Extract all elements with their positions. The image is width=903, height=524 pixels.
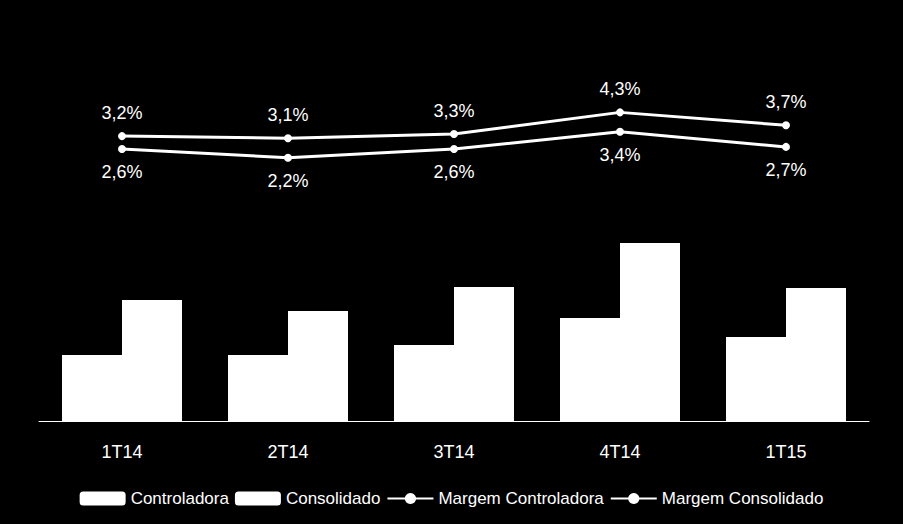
- svg-text:4,3%: 4,3%: [599, 79, 640, 99]
- svg-text:2T14: 2T14: [267, 442, 308, 462]
- svg-text:3,4%: 3,4%: [599, 145, 640, 165]
- svg-text:Margem Controladora: Margem Controladora: [438, 489, 604, 508]
- svg-text:3,2%: 3,2%: [101, 103, 142, 123]
- svg-text:Controladora: Controladora: [131, 489, 230, 508]
- svg-text:1T14: 1T14: [101, 442, 142, 462]
- svg-text:4T14: 4T14: [599, 442, 640, 462]
- svg-text:1T15: 1T15: [765, 442, 806, 462]
- svg-text:2,7%: 2,7%: [765, 160, 806, 180]
- svg-text:3,7%: 3,7%: [765, 92, 806, 112]
- svg-text:3T14: 3T14: [433, 442, 474, 462]
- svg-text:3,1%: 3,1%: [267, 105, 308, 125]
- svg-text:Consolidado: Consolidado: [286, 489, 381, 508]
- svg-text:2,6%: 2,6%: [433, 162, 474, 182]
- svg-text:2,2%: 2,2%: [267, 171, 308, 191]
- svg-text:3,3%: 3,3%: [433, 101, 474, 121]
- svg-text:2,6%: 2,6%: [101, 162, 142, 182]
- svg-text:Margem Consolidado: Margem Consolidado: [662, 489, 824, 508]
